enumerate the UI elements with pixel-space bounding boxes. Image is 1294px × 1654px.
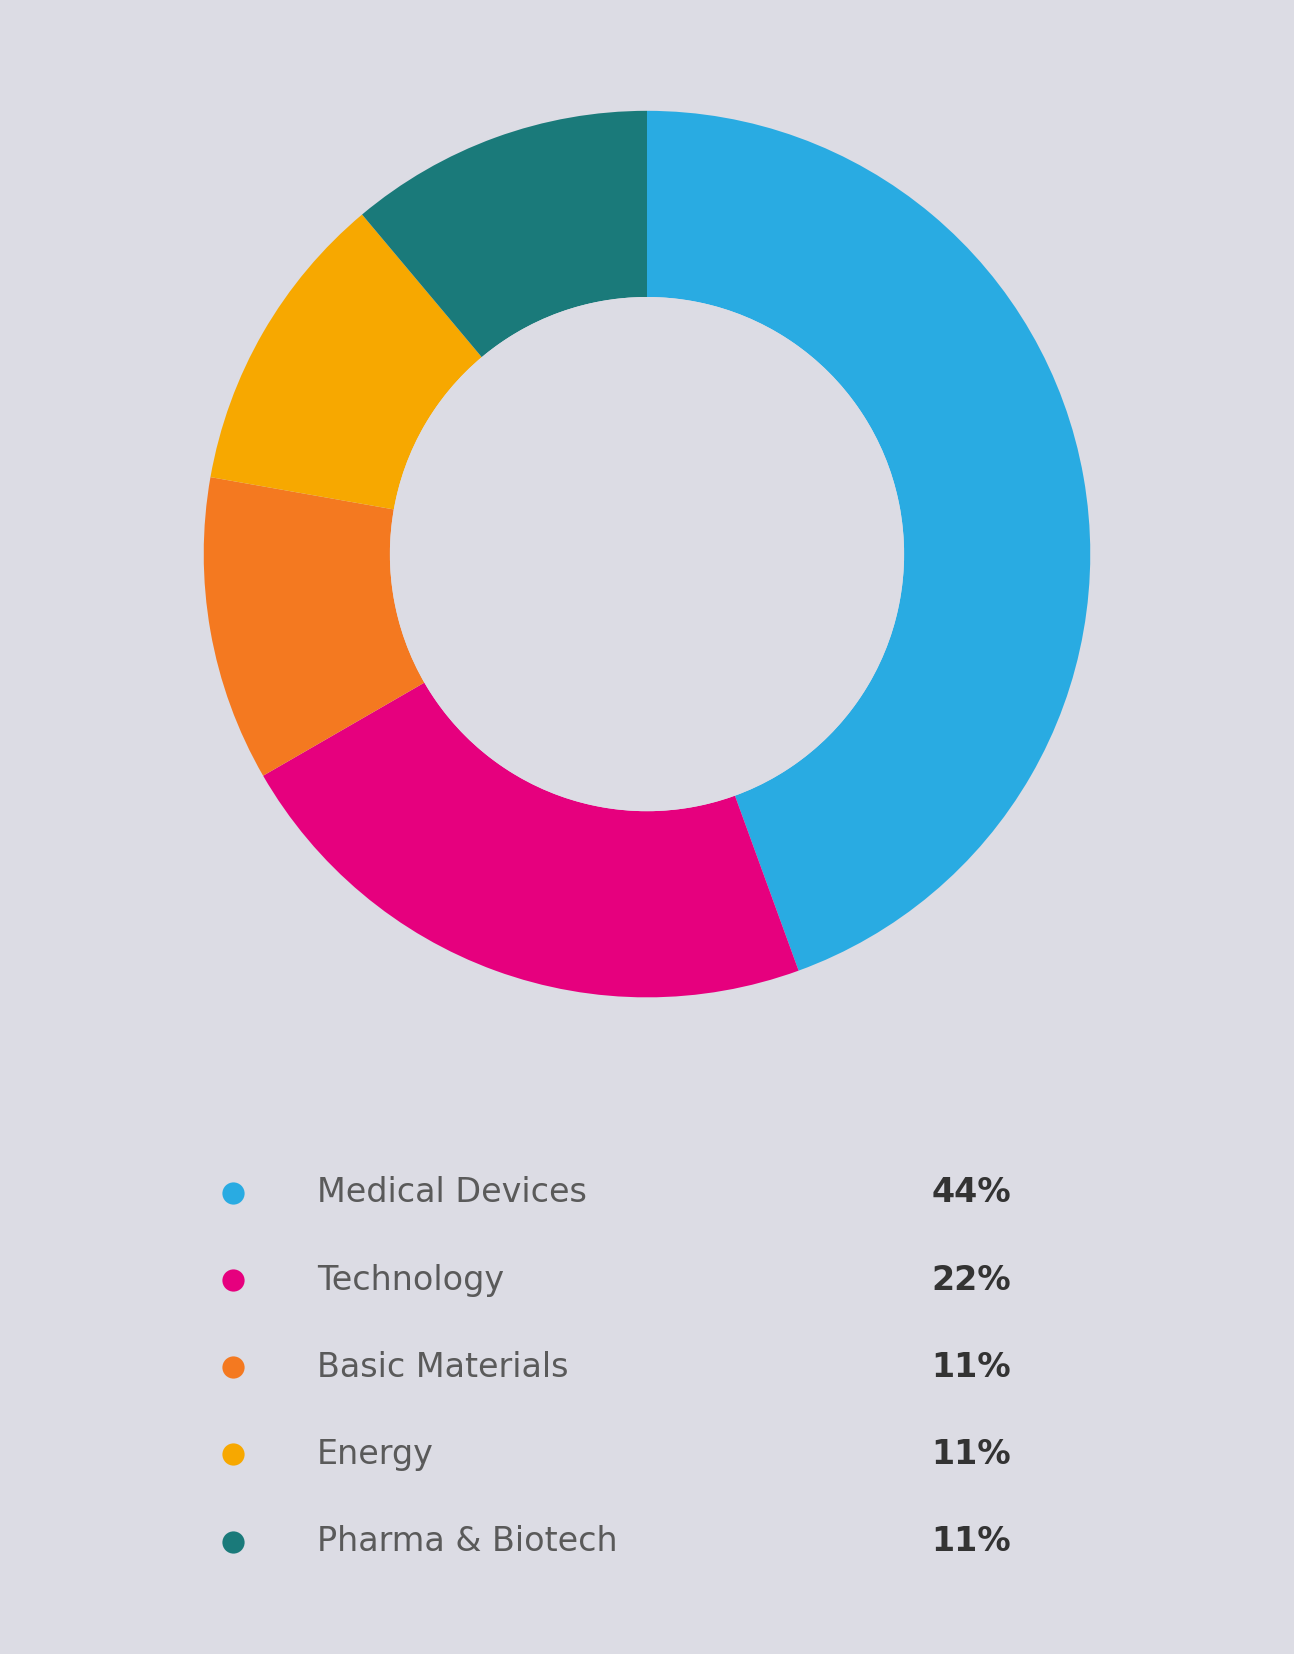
Text: 11%: 11% (932, 1351, 1012, 1384)
Text: 22%: 22% (932, 1264, 1012, 1297)
Text: Medical Devices: Medical Devices (317, 1176, 587, 1209)
Circle shape (389, 298, 905, 810)
Wedge shape (263, 683, 798, 997)
Text: Pharma & Biotech: Pharma & Biotech (317, 1525, 617, 1558)
Text: Energy: Energy (317, 1437, 433, 1470)
Text: 11%: 11% (932, 1437, 1012, 1470)
Text: Technology: Technology (317, 1264, 505, 1297)
Text: Basic Materials: Basic Materials (317, 1351, 568, 1384)
Wedge shape (203, 476, 424, 776)
Wedge shape (362, 111, 647, 357)
Text: 11%: 11% (932, 1525, 1012, 1558)
Wedge shape (211, 215, 481, 509)
Text: 44%: 44% (932, 1176, 1012, 1209)
Wedge shape (647, 111, 1091, 971)
